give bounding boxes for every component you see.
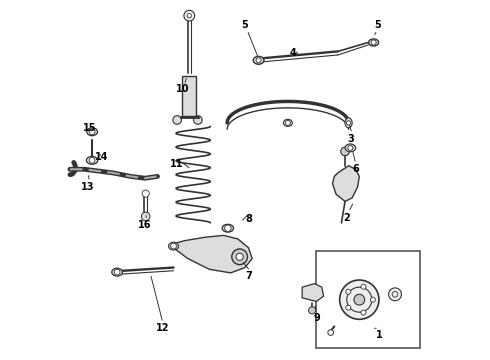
Circle shape bbox=[194, 116, 202, 124]
Circle shape bbox=[173, 116, 181, 124]
Ellipse shape bbox=[222, 224, 234, 232]
Circle shape bbox=[187, 14, 192, 18]
Text: 16: 16 bbox=[138, 220, 152, 230]
Ellipse shape bbox=[345, 118, 352, 128]
Ellipse shape bbox=[87, 128, 98, 136]
Text: 13: 13 bbox=[81, 182, 95, 192]
Circle shape bbox=[142, 190, 149, 197]
Circle shape bbox=[89, 157, 95, 163]
Polygon shape bbox=[333, 166, 359, 202]
Circle shape bbox=[171, 243, 176, 249]
Text: 3: 3 bbox=[347, 134, 354, 144]
Circle shape bbox=[309, 307, 316, 314]
Text: 4: 4 bbox=[290, 48, 296, 58]
Circle shape bbox=[114, 269, 120, 275]
Ellipse shape bbox=[112, 268, 122, 276]
Text: 1: 1 bbox=[375, 330, 382, 341]
Polygon shape bbox=[182, 76, 196, 116]
Ellipse shape bbox=[253, 57, 264, 64]
Ellipse shape bbox=[345, 144, 356, 152]
Circle shape bbox=[341, 147, 349, 156]
Circle shape bbox=[346, 289, 351, 294]
Bar bbox=[317, 251, 420, 348]
Circle shape bbox=[361, 310, 366, 315]
Text: 12: 12 bbox=[156, 323, 170, 333]
Circle shape bbox=[346, 305, 351, 310]
Ellipse shape bbox=[169, 242, 178, 250]
Circle shape bbox=[89, 129, 95, 135]
Circle shape bbox=[370, 297, 375, 302]
Text: 2: 2 bbox=[343, 212, 350, 222]
Circle shape bbox=[232, 249, 247, 265]
Text: 15: 15 bbox=[83, 123, 97, 133]
Circle shape bbox=[184, 10, 195, 21]
Circle shape bbox=[389, 288, 401, 301]
Ellipse shape bbox=[283, 119, 293, 126]
Ellipse shape bbox=[86, 157, 98, 164]
Circle shape bbox=[142, 212, 150, 221]
Polygon shape bbox=[172, 235, 252, 273]
Circle shape bbox=[256, 58, 261, 63]
Polygon shape bbox=[302, 284, 323, 301]
Circle shape bbox=[346, 121, 351, 125]
Circle shape bbox=[236, 253, 243, 260]
Text: 8: 8 bbox=[245, 214, 252, 224]
Ellipse shape bbox=[368, 39, 379, 46]
Text: 11: 11 bbox=[171, 159, 184, 169]
Circle shape bbox=[285, 120, 291, 125]
Text: 10: 10 bbox=[176, 84, 189, 94]
Circle shape bbox=[354, 294, 365, 305]
Circle shape bbox=[348, 145, 353, 150]
Text: 9: 9 bbox=[313, 312, 320, 323]
Text: 7: 7 bbox=[245, 271, 252, 282]
Circle shape bbox=[361, 284, 366, 289]
Text: 6: 6 bbox=[352, 164, 359, 174]
Circle shape bbox=[224, 225, 231, 231]
Text: 5: 5 bbox=[374, 19, 381, 30]
Circle shape bbox=[340, 280, 379, 319]
Text: 5: 5 bbox=[242, 19, 248, 30]
Text: 14: 14 bbox=[96, 152, 109, 162]
Circle shape bbox=[328, 330, 334, 336]
Circle shape bbox=[371, 40, 376, 45]
